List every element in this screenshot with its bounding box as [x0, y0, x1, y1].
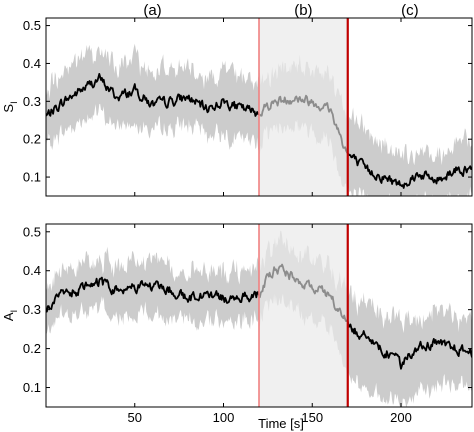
- y-tick-label: 0.3: [23, 302, 41, 317]
- y-tick-label: 0.3: [23, 94, 41, 109]
- x-tick-label: 200: [390, 410, 412, 425]
- series-line-phase-a: [46, 276, 260, 313]
- y-tick-label: 0.2: [23, 341, 41, 356]
- y-tick-label: 0.5: [23, 18, 41, 33]
- y-axis-label: AI: [1, 310, 19, 321]
- series-line-phase-c: [346, 321, 472, 370]
- plot-area: [46, 224, 472, 407]
- y-tick-label: 0.1: [23, 170, 41, 185]
- y-axis-label-main: A: [1, 312, 16, 321]
- band-phase-c: [347, 279, 472, 407]
- x-axis-label: Time [s]: [258, 416, 304, 431]
- series-line-phase-a: [46, 73, 260, 117]
- x-tick-label: 150: [301, 410, 323, 425]
- x-tick-label: 100: [213, 410, 235, 425]
- x-tick-label: 50: [128, 410, 142, 425]
- band-phase-b: [259, 230, 348, 377]
- y-axis-label: SI: [1, 101, 19, 112]
- plot-area: [46, 18, 472, 196]
- axes-box: [45, 17, 473, 197]
- y-tick-label: 0.5: [23, 224, 41, 239]
- y-axis-label-subscript: I: [9, 101, 19, 104]
- phase-label: (b): [294, 2, 312, 19]
- band-phase-c: [347, 107, 472, 196]
- band-phase-b: [259, 54, 348, 196]
- phase-label: (a): [143, 2, 161, 19]
- y-tick-label: 0.1: [23, 380, 41, 395]
- panel-bottom-ai: 0.1 0.2 0.3 0.4 0.5 50 100 150 200 AI Time [s]: [1, 223, 473, 431]
- y-axis-label-main: S: [1, 104, 16, 113]
- y-tick-label: 0.2: [23, 132, 41, 147]
- y-tick-label: 0.4: [23, 56, 41, 71]
- band-phase-a: [46, 43, 259, 154]
- y-tick-label: 0.4: [23, 263, 41, 278]
- panel-top-si: 0.1 0.2 0.3 0.4 0.5 SI (a) (b) (c): [1, 2, 473, 197]
- axes-box: [45, 223, 473, 408]
- y-axis-label-subscript: I: [9, 310, 19, 313]
- series-line-phase-b: [258, 94, 349, 155]
- series-line-phase-b: [258, 263, 349, 323]
- series-line-phase-c: [347, 152, 472, 189]
- phase-label: (c): [401, 2, 419, 19]
